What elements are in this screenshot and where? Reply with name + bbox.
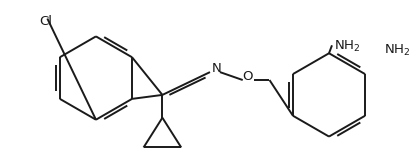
Text: O: O [243, 70, 253, 83]
Text: NH$_2$: NH$_2$ [334, 39, 360, 54]
Text: NH$_2$: NH$_2$ [383, 43, 410, 58]
Text: N: N [212, 62, 222, 75]
Text: Cl: Cl [39, 15, 52, 28]
